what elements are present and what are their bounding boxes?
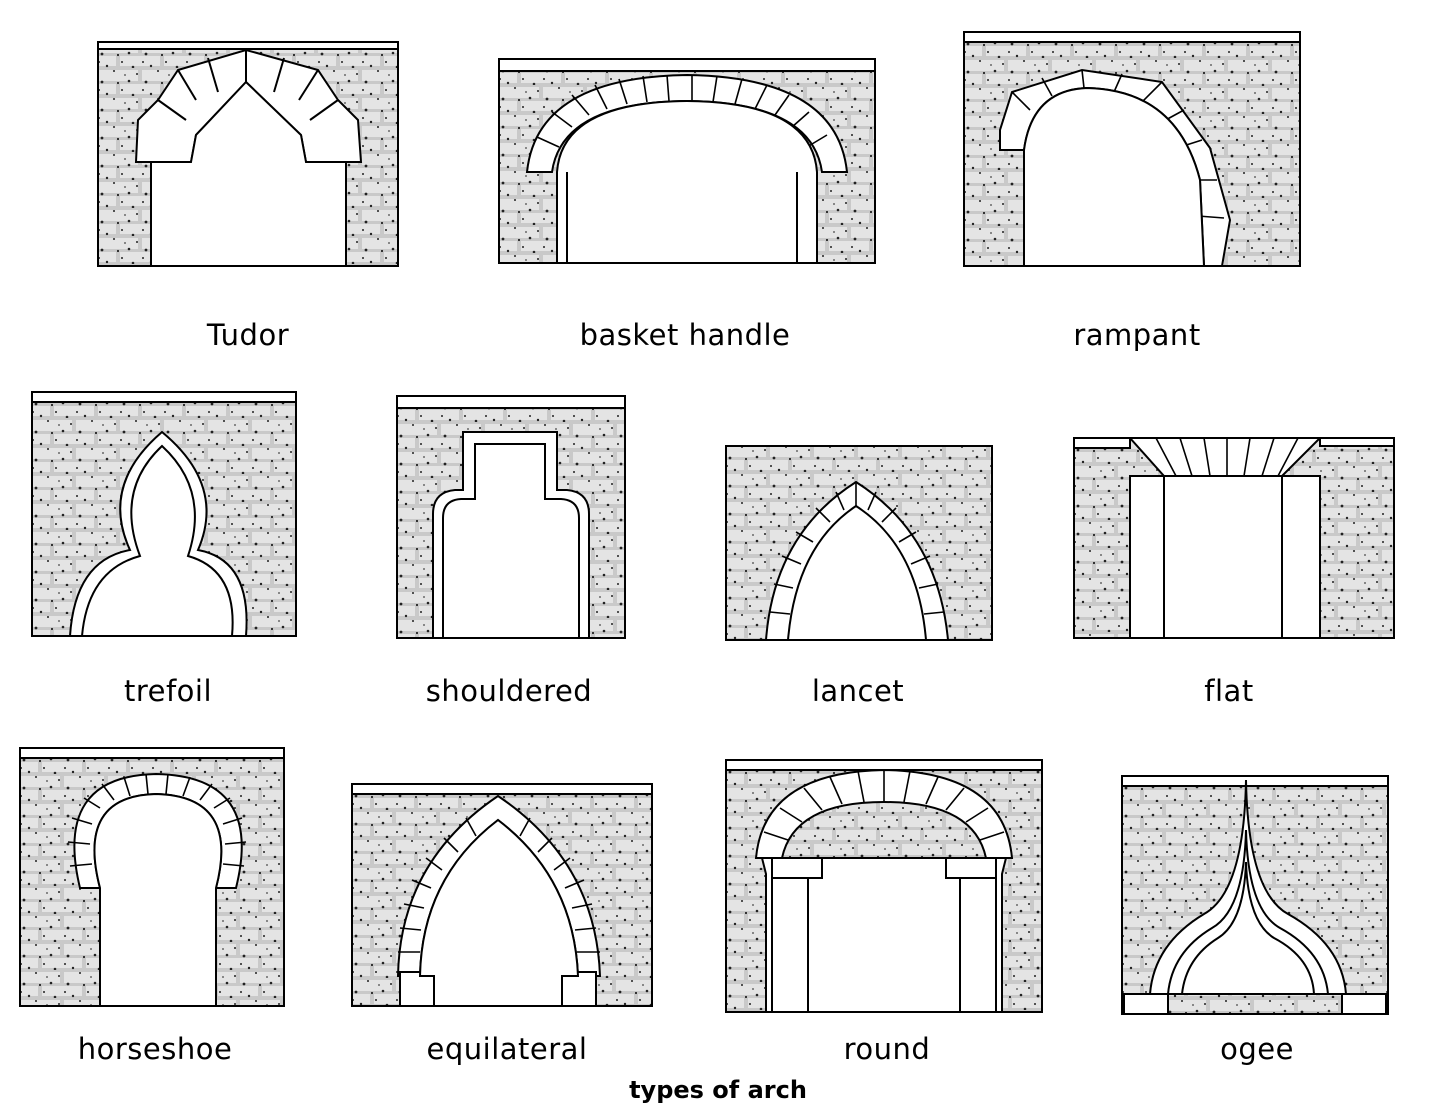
round-arch-drawing bbox=[724, 758, 1044, 1014]
rampant-arch-drawing bbox=[962, 30, 1302, 268]
flat-arch-drawing bbox=[1072, 436, 1396, 640]
tudor-arch-drawing bbox=[96, 40, 400, 268]
arch-label: round bbox=[844, 1032, 931, 1066]
arch-label: flat bbox=[1204, 674, 1253, 708]
basket-handle-arch-drawing bbox=[497, 57, 877, 265]
arch-label: ogee bbox=[1220, 1032, 1294, 1066]
arch-label: basket handle bbox=[580, 318, 791, 352]
horseshoe-arch-drawing bbox=[18, 746, 286, 1008]
lancet-arch-drawing bbox=[724, 444, 994, 642]
arch-label: lancet bbox=[812, 674, 904, 708]
arch-label: shouldered bbox=[426, 674, 592, 708]
arch-label: Tudor bbox=[207, 318, 289, 352]
equilateral-arch-drawing bbox=[350, 782, 654, 1008]
arch-label: horseshoe bbox=[78, 1032, 233, 1066]
trefoil-arch-drawing bbox=[30, 390, 298, 638]
shouldered-arch-drawing bbox=[395, 394, 627, 640]
arch-label: trefoil bbox=[124, 674, 212, 708]
arch-label: rampant bbox=[1073, 318, 1200, 352]
arch-label: equilateral bbox=[427, 1032, 588, 1066]
diagram-caption: types of arch bbox=[629, 1076, 807, 1104]
ogee-arch-drawing bbox=[1120, 774, 1390, 1016]
